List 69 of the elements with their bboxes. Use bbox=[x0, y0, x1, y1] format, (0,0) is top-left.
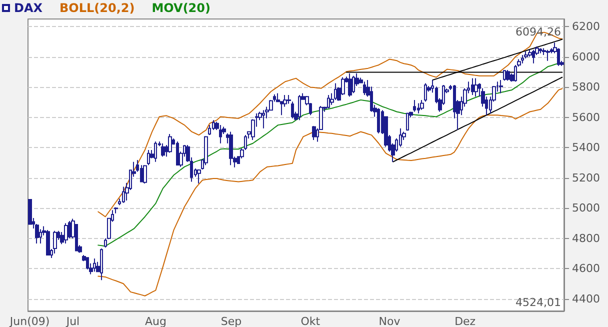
line-series bbox=[392, 76, 563, 162]
candlestick bbox=[420, 99, 424, 110]
annotation: 4524,01 bbox=[516, 296, 562, 309]
candlestick bbox=[377, 108, 380, 134]
y-tick-label: 4800 bbox=[572, 232, 600, 245]
y-tick-label: 5400 bbox=[572, 141, 600, 154]
candlestick bbox=[503, 69, 506, 82]
candlestick bbox=[327, 94, 330, 109]
candlestick bbox=[521, 54, 524, 64]
candlestick bbox=[212, 120, 215, 131]
candlestick bbox=[219, 124, 222, 144]
x-tick-label: Nov bbox=[378, 315, 401, 327]
y-tick-label: 6000 bbox=[572, 50, 600, 64]
candlestick bbox=[499, 79, 503, 94]
candlestick bbox=[28, 198, 32, 225]
candlestick bbox=[262, 110, 265, 129]
y-tick-label: 5600 bbox=[572, 110, 600, 124]
candlestick bbox=[229, 131, 233, 166]
candlestick bbox=[312, 125, 316, 141]
candlestick bbox=[114, 206, 118, 214]
candlestick bbox=[147, 150, 150, 166]
candlestick bbox=[53, 230, 57, 254]
candlestick bbox=[176, 141, 179, 166]
x-tick-label: Aug bbox=[144, 315, 166, 327]
candlestick bbox=[161, 142, 165, 158]
candlestick bbox=[143, 164, 147, 184]
x-tick-label: Jun(09) bbox=[8, 315, 50, 327]
candlestick bbox=[532, 49, 535, 64]
x-tick-label: Dez bbox=[454, 315, 476, 327]
legend-label: DAX bbox=[14, 1, 44, 15]
text: MOV(20) bbox=[152, 1, 210, 15]
candlestick bbox=[168, 133, 172, 154]
y-tick-label: 5000 bbox=[572, 202, 600, 215]
candlestick bbox=[287, 94, 291, 104]
y-tick-label: 5800 bbox=[572, 80, 600, 94]
annotation: 6094,26 bbox=[516, 26, 562, 39]
candlestick bbox=[93, 258, 96, 272]
candlestick bbox=[474, 78, 478, 98]
y-tick-label: 4400 bbox=[572, 292, 600, 306]
candlestick bbox=[363, 81, 366, 96]
candlestick bbox=[100, 248, 103, 281]
candlestick bbox=[406, 112, 409, 132]
candlestick bbox=[539, 48, 542, 54]
candlestick bbox=[348, 72, 352, 98]
candlestick bbox=[413, 99, 416, 112]
y-tick-label: 6200 bbox=[572, 20, 600, 34]
candlestick bbox=[64, 222, 68, 244]
line-series bbox=[98, 88, 563, 296]
candlestick bbox=[417, 102, 420, 114]
candlestick bbox=[471, 78, 474, 96]
text: BOLL(20,2) bbox=[60, 1, 135, 15]
candlestick bbox=[291, 101, 294, 119]
candlestick bbox=[546, 49, 550, 62]
candlestick bbox=[122, 186, 125, 204]
y-tick-label: 4600 bbox=[572, 262, 600, 276]
candlestick bbox=[424, 82, 427, 102]
candlestick bbox=[506, 69, 510, 82]
candlestick bbox=[197, 168, 201, 184]
x-tick-label: Jul bbox=[65, 315, 80, 327]
candlestick bbox=[154, 141, 157, 162]
y-tick-label: 5200 bbox=[572, 171, 600, 184]
candlestick bbox=[204, 136, 208, 166]
candlestick bbox=[352, 75, 355, 94]
candlestick bbox=[86, 257, 89, 270]
candlestick bbox=[298, 94, 301, 121]
candlestick bbox=[46, 230, 50, 256]
x-tick-label: Sep bbox=[220, 315, 242, 327]
candlestick bbox=[399, 128, 402, 148]
x-tick-label: Okt bbox=[300, 315, 321, 327]
